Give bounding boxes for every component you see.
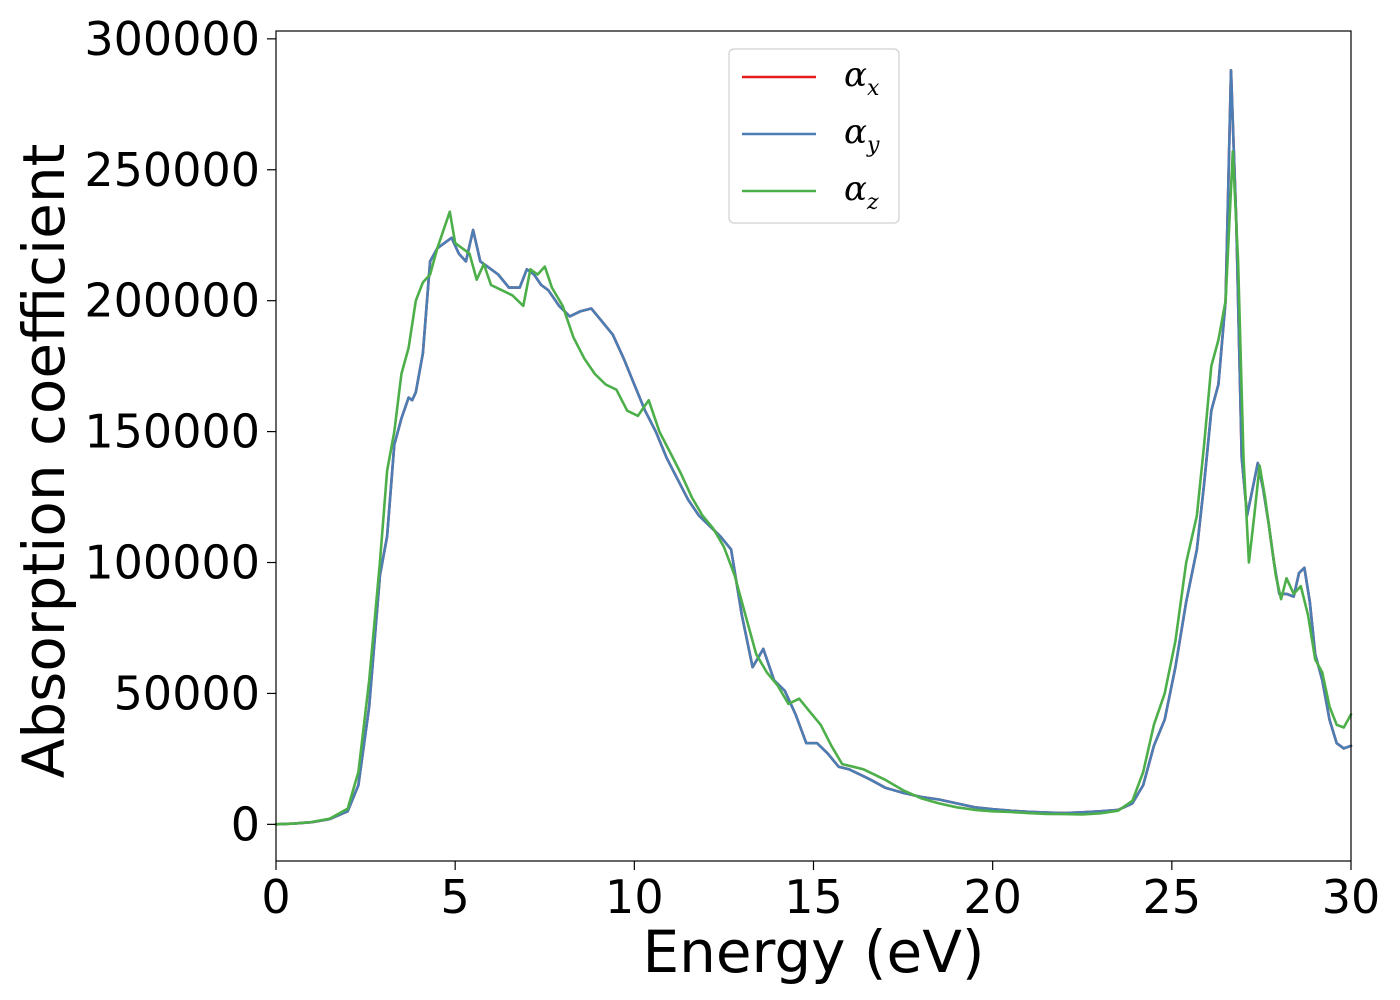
x-tick-label: 5 <box>441 870 470 924</box>
series-layer <box>274 69 1353 826</box>
legend-box <box>728 48 900 224</box>
x-tick-label: 10 <box>605 870 664 924</box>
x-tick-label: 15 <box>784 870 843 924</box>
legend-label-y: αy <box>844 112 880 158</box>
y-axis-label: Absorption coefficient <box>10 144 78 779</box>
y-tick-label: 150000 <box>84 405 260 459</box>
y-tick-label: 300000 <box>84 12 260 66</box>
y-tick-label: 0 <box>231 797 260 851</box>
y-axis: 0 50000 100000 150000 200000 250000 300000 <box>84 12 276 851</box>
legend-label-z: αz <box>844 169 879 215</box>
x-tick-label: 0 <box>261 870 290 924</box>
legend: αx αy αz <box>728 48 900 224</box>
y-tick-label: 200000 <box>84 274 260 328</box>
y-tick-label: 100000 <box>84 536 260 590</box>
x-tick-label: 30 <box>1322 870 1381 924</box>
y-tick-label: 50000 <box>114 666 260 720</box>
x-axis: 0 5 10 15 20 25 30 <box>261 861 1380 924</box>
x-tick-label: 25 <box>1143 870 1202 924</box>
x-tick-label: 20 <box>963 870 1022 924</box>
y-tick-label: 250000 <box>84 143 260 197</box>
series-line-z <box>274 150 1353 826</box>
legend-label-x: αx <box>844 55 880 101</box>
x-axis-label: Energy (eV) <box>642 918 984 986</box>
